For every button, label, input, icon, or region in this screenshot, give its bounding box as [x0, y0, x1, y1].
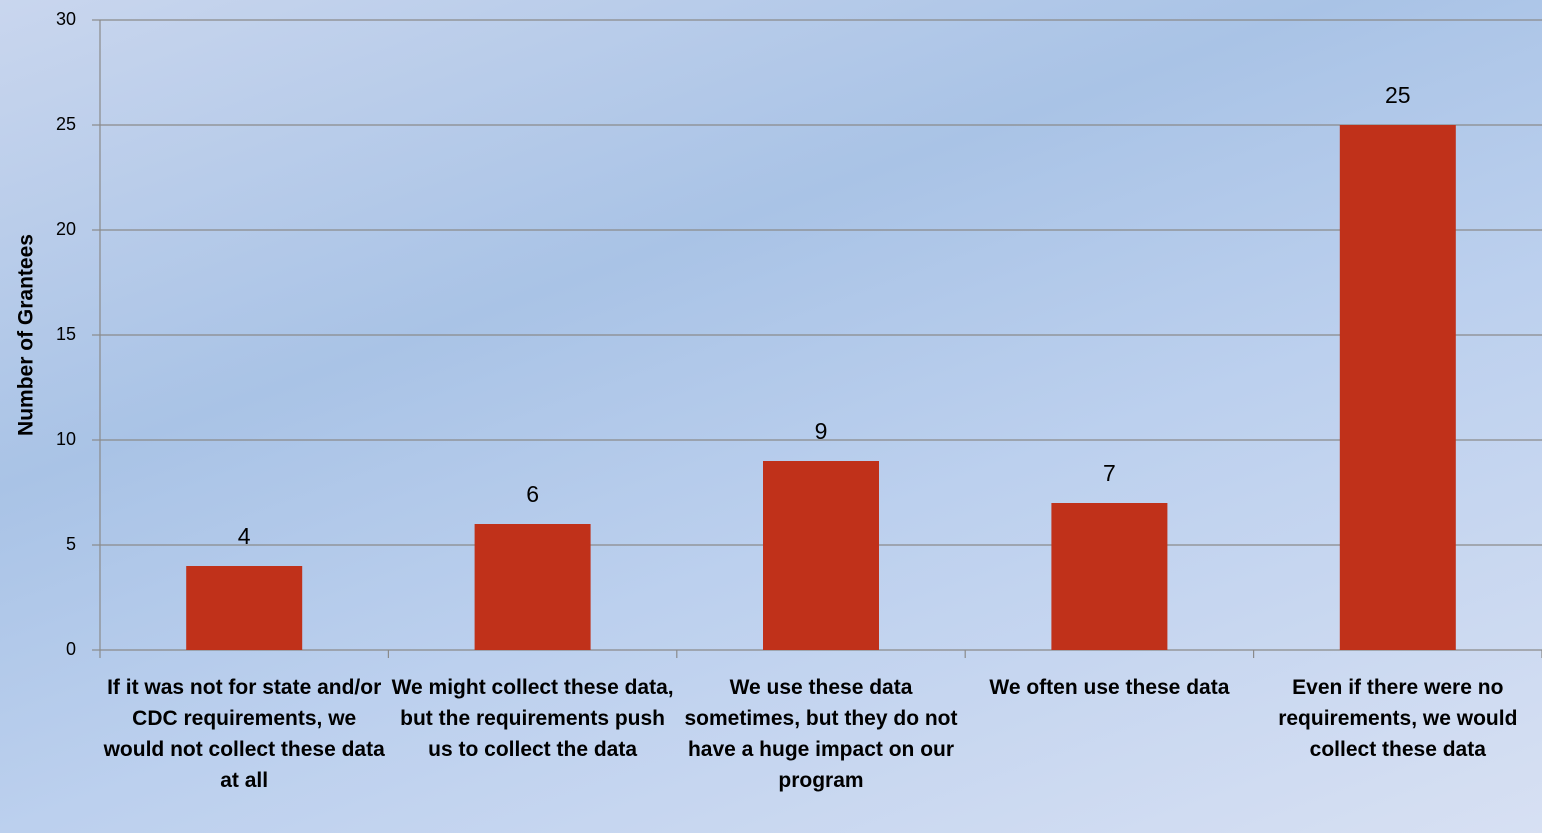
x-tick-label: Even if there were no requirements, we w…	[1278, 676, 1518, 761]
data-label: 9	[815, 418, 828, 444]
x-tick-label: If it was not for state and/or CDC requi…	[103, 676, 385, 792]
y-tick-label: 0	[66, 639, 76, 659]
bar	[1339, 125, 1456, 650]
y-tick-label: 10	[56, 429, 76, 449]
bar	[763, 461, 879, 650]
x-tick-label: We use these data sometimes, but they do…	[684, 676, 958, 792]
data-label: 7	[1103, 460, 1116, 486]
x-tick-label: We might collect these data, but the req…	[391, 676, 674, 761]
bar	[1051, 503, 1168, 650]
y-tick-label: 20	[56, 219, 76, 239]
bar	[474, 524, 591, 650]
x-tick-label: We often use these data	[989, 676, 1230, 699]
y-tick-label: 30	[56, 9, 76, 29]
y-tick-label: 5	[66, 534, 76, 554]
data-label: 25	[1385, 82, 1411, 108]
data-label: 4	[238, 523, 251, 549]
y-axis-label: Number of Grantees	[15, 234, 38, 436]
data-label: 6	[526, 481, 539, 507]
bar	[186, 566, 303, 650]
y-tick-label: 25	[56, 114, 76, 134]
y-tick-label: 15	[56, 324, 76, 344]
